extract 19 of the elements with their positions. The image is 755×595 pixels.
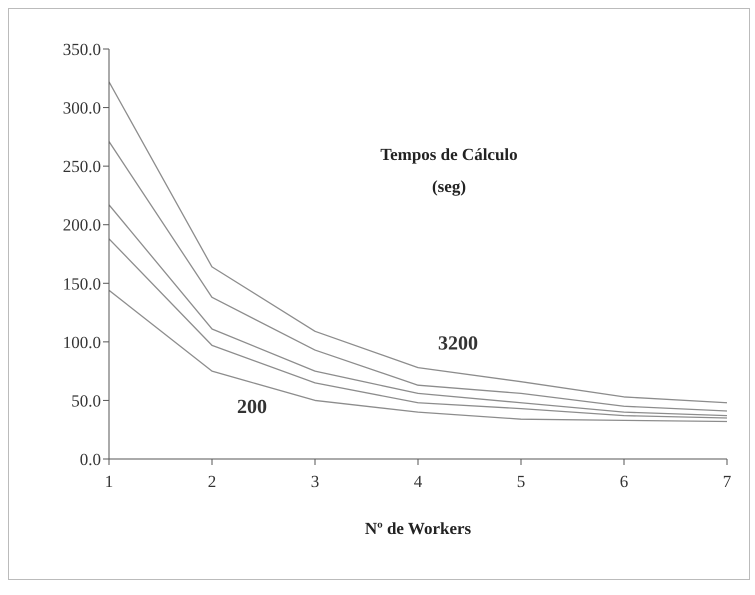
x-tick-label: 4 [414, 472, 423, 492]
x-tick-label: 3 [310, 472, 320, 492]
y-tick-label: 150.0 [62, 274, 101, 294]
x-tick-label: 6 [620, 472, 628, 492]
x-tick-label: 5 [516, 472, 526, 492]
y-tick-label: 350.0 [62, 40, 101, 60]
series-label: 200 [237, 396, 267, 418]
text: Tempos de Cálculo (seg) [379, 144, 519, 198]
x-tick-label: 7 [722, 472, 732, 492]
y-tick-label: 0.0 [80, 450, 101, 470]
y-tick-label: 50.0 [71, 391, 101, 410]
x-tick-label: 2 [208, 472, 216, 492]
y-tick-label: 100.0 [62, 332, 101, 352]
y-tick-label: 250.0 [62, 157, 101, 176]
x-tick-label: 1 [104, 472, 114, 492]
x-axis-title: Nº de Workers [364, 519, 472, 538]
y-tick-label: 300.0 [62, 98, 101, 118]
y-tick-label: 200.0 [62, 216, 101, 235]
series-label: 3200 [438, 332, 478, 355]
